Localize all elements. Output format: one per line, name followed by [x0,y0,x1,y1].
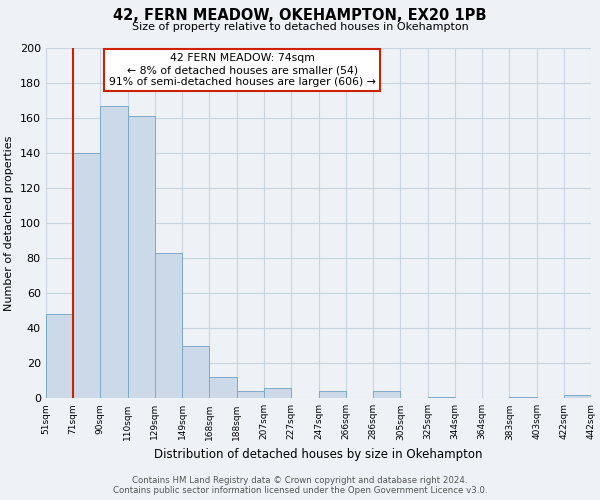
Bar [128,116,155,398]
Bar [564,395,592,398]
Bar [319,392,346,398]
Bar [236,392,264,398]
Bar [264,388,291,398]
Bar [182,346,209,399]
Bar [428,396,455,398]
Bar [209,378,236,398]
Bar [155,253,182,398]
Bar [46,314,73,398]
Bar [73,153,100,398]
Text: 42, FERN MEADOW, OKEHAMPTON, EX20 1PB: 42, FERN MEADOW, OKEHAMPTON, EX20 1PB [113,8,487,22]
Bar [509,396,537,398]
X-axis label: Distribution of detached houses by size in Okehampton: Distribution of detached houses by size … [154,448,483,461]
Text: Size of property relative to detached houses in Okehampton: Size of property relative to detached ho… [131,22,469,32]
Bar [100,106,128,399]
Y-axis label: Number of detached properties: Number of detached properties [4,136,14,311]
Text: Contains HM Land Registry data © Crown copyright and database right 2024.
Contai: Contains HM Land Registry data © Crown c… [113,476,487,495]
Bar [373,392,400,398]
Text: 42 FERN MEADOW: 74sqm  
← 8% of detached houses are smaller (54)
91% of semi-det: 42 FERN MEADOW: 74sqm ← 8% of detached h… [109,54,376,86]
